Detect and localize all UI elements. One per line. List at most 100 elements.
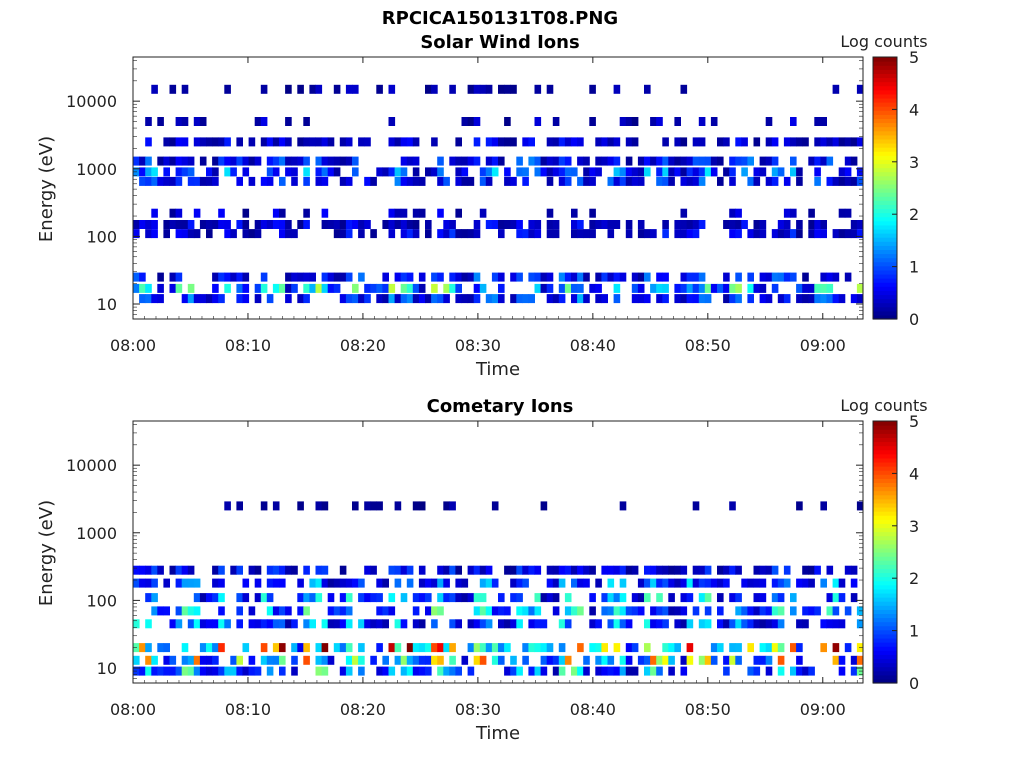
heatmap-cell	[692, 272, 700, 282]
heatmap-cell	[528, 137, 535, 147]
heatmap-cell	[431, 272, 438, 282]
heatmap-cell	[777, 578, 785, 588]
heatmap-cell	[577, 606, 584, 616]
heatmap-cell	[285, 272, 292, 282]
heatmap-cell	[777, 666, 785, 676]
colorbar-segment	[873, 212, 897, 218]
colorbar-segment	[873, 556, 897, 561]
heatmap-cell	[272, 619, 280, 629]
heatmap-cell	[291, 176, 298, 186]
heatmap-cell	[686, 156, 694, 166]
heatmap-cell	[820, 294, 827, 304]
heatmap-cell	[254, 666, 262, 676]
heatmap-cell	[516, 619, 523, 629]
colorbar-segment	[873, 674, 897, 680]
colorbar-segment	[873, 134, 897, 140]
heatmap-cell	[631, 272, 639, 282]
heatmap-cell	[607, 156, 615, 166]
heatmap-cell	[279, 643, 286, 653]
heatmap-cell	[631, 643, 639, 653]
heatmap-cell	[802, 272, 809, 282]
heatmap-cell	[418, 655, 426, 665]
colorbar-label-solar-wind: Log counts	[840, 32, 927, 51]
heatmap-cell	[844, 156, 852, 166]
heatmap-cell	[425, 167, 432, 177]
heatmap-cell	[193, 619, 201, 629]
heatmap-cell	[850, 593, 858, 603]
heatmap-cell	[577, 666, 584, 676]
heatmap-cell	[473, 84, 481, 94]
heatmap-cell	[540, 666, 548, 676]
heatmap-cell	[510, 294, 517, 304]
heatmap-cell	[546, 294, 554, 304]
heatmap-cell	[674, 156, 681, 166]
heatmap-cell	[571, 220, 578, 229]
heatmap-cell	[589, 84, 596, 94]
heatmap-cell	[735, 208, 742, 218]
heatmap-cell	[558, 294, 566, 304]
heatmap-cell	[145, 137, 152, 147]
x-tick-label: 08:30	[455, 700, 501, 719]
heatmap-cell	[504, 643, 511, 653]
heatmap-cell	[206, 666, 213, 676]
heatmap-cell	[510, 176, 517, 186]
heatmap-cell	[637, 606, 645, 616]
heatmap-cell	[345, 619, 353, 629]
heatmap-cell	[443, 229, 450, 239]
heatmap-cell	[260, 220, 268, 229]
heatmap-cell	[358, 137, 365, 147]
heatmap-cell	[181, 167, 189, 177]
heatmap-cell	[339, 176, 347, 186]
heatmap-cell	[388, 220, 396, 229]
heatmap-cell	[796, 501, 803, 511]
heatmap-cell	[224, 229, 231, 239]
heatmap-cell	[625, 643, 633, 653]
heatmap-cell	[534, 117, 542, 126]
heatmap-cell	[729, 565, 736, 575]
heatmap-cell	[370, 283, 377, 293]
heatmap-cell	[747, 619, 754, 629]
heatmap-cell	[473, 137, 481, 147]
heatmap-cell	[364, 565, 371, 575]
heatmap-cell	[157, 565, 164, 575]
heatmap-cell	[790, 137, 797, 147]
heatmap-cell	[692, 578, 700, 588]
heatmap-cell	[710, 117, 718, 126]
heatmap-cell	[248, 137, 256, 147]
heatmap-cell	[431, 294, 438, 304]
heatmap-cell	[595, 619, 602, 629]
heatmap-cell	[583, 666, 590, 676]
heatmap-cell	[169, 565, 177, 575]
heatmap-cell	[814, 117, 821, 126]
heatmap-cell	[199, 655, 207, 665]
heatmap-cell	[753, 176, 761, 186]
colorbar-segment	[873, 183, 897, 189]
heatmap-cell	[808, 283, 815, 293]
heatmap-cell	[698, 272, 706, 282]
heatmap-cell	[686, 283, 694, 293]
heatmap-cell	[516, 593, 523, 603]
colorbar-segment	[873, 147, 897, 152]
heatmap-cell	[272, 156, 280, 166]
heatmap-cell	[601, 655, 608, 665]
heatmap-cell	[528, 666, 535, 676]
heatmap-cell	[187, 666, 195, 676]
colorbar-segment	[873, 560, 897, 565]
heatmap-cell	[339, 156, 347, 166]
heatmap-cell	[388, 643, 396, 653]
heatmap-cell	[540, 619, 548, 629]
heatmap-cell	[656, 117, 663, 126]
y-axis-label-cometary: Energy (eV)	[36, 500, 57, 606]
colorbar-segment	[873, 228, 897, 234]
heatmap-cell	[303, 606, 310, 616]
heatmap-cell	[650, 666, 657, 676]
heatmap-cell	[133, 619, 140, 629]
heatmap-cell	[297, 606, 304, 616]
heatmap-cell	[783, 294, 791, 304]
heatmap-cell	[491, 294, 499, 304]
colorbar-segment	[873, 642, 897, 647]
heatmap-cell	[571, 666, 578, 676]
colorbar-segment	[873, 61, 897, 66]
colorbar-tick-label: 1	[909, 622, 919, 641]
x-tick-label: 09:00	[800, 336, 846, 355]
